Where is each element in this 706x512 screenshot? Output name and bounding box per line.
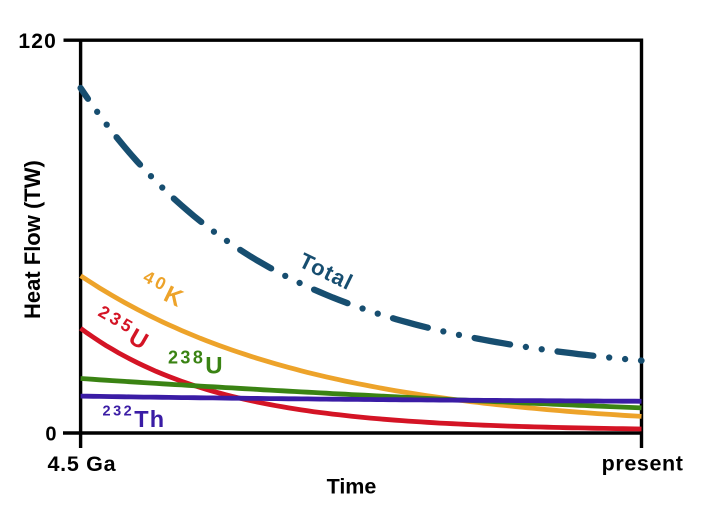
svg-text:present: present [602, 452, 684, 476]
svg-text:Time: Time [327, 475, 377, 499]
svg-text:0: 0 [45, 424, 56, 446]
svg-text:Total: Total [295, 248, 357, 295]
svg-text:232Th: 232Th [103, 403, 166, 432]
svg-text:238U: 238U [168, 348, 223, 380]
svg-text:4.5 Ga: 4.5 Ga [48, 452, 117, 476]
svg-text:40K: 40K [136, 266, 189, 312]
svg-text:Heat Flow (TW): Heat Flow (TW) [20, 160, 45, 319]
svg-text:120: 120 [18, 30, 57, 53]
svg-text:235U: 235U [90, 301, 154, 355]
